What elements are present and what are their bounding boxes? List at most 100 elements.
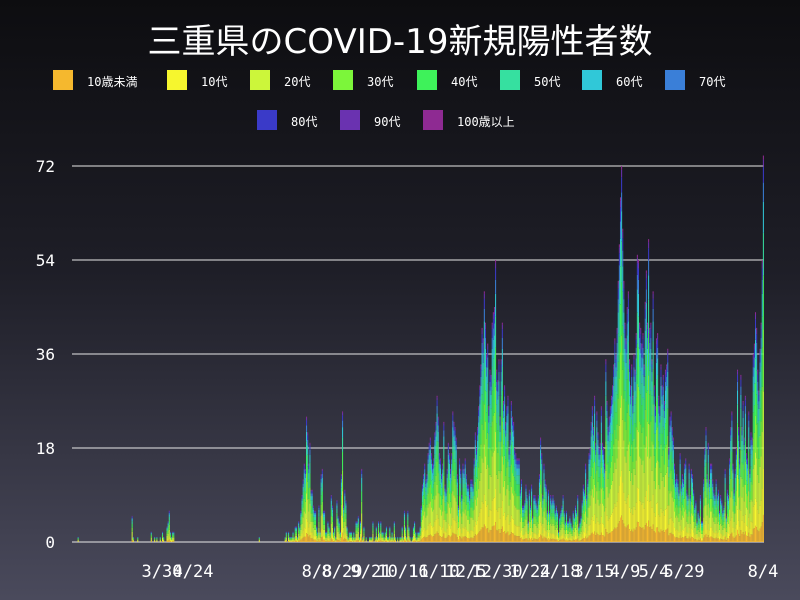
bar-segment — [338, 525, 340, 528]
bar-segment — [363, 531, 365, 534]
bar-segment — [342, 420, 344, 428]
bar-segment — [284, 538, 286, 540]
bar-segment — [718, 524, 721, 530]
bar-segment — [407, 510, 409, 512]
bar-segment — [495, 488, 497, 523]
bar-segment — [491, 322, 493, 325]
bar-segment — [371, 537, 373, 539]
bar-segment — [461, 523, 463, 534]
bar-segment — [551, 501, 553, 504]
bar-segment — [517, 475, 519, 485]
bar-segment — [698, 519, 700, 522]
bar-segment — [668, 466, 670, 478]
bar-segment — [393, 521, 395, 523]
y-tick-label: 0 — [45, 533, 55, 552]
bar-segment — [508, 450, 510, 455]
bar-segment — [379, 541, 381, 542]
bar-segment — [355, 527, 357, 531]
bar-segment — [731, 415, 733, 421]
bar-segment — [618, 485, 620, 522]
bar-segment — [542, 500, 544, 505]
bar-segment — [304, 471, 306, 475]
bar-segment — [601, 449, 603, 455]
bar-segment — [457, 509, 459, 513]
bar-segment — [542, 495, 544, 497]
bar-segment — [699, 500, 701, 505]
bar-segment — [676, 537, 678, 542]
bar-segment — [689, 495, 691, 497]
bar-segment — [713, 521, 715, 533]
bar-segment — [330, 533, 332, 539]
bar — [550, 495, 552, 542]
bar-segment — [648, 239, 650, 243]
bar-segment — [559, 516, 561, 517]
bar-segment — [523, 508, 525, 510]
bar-segment — [295, 539, 297, 541]
bar-segment — [700, 525, 703, 528]
bar-segment — [711, 473, 713, 480]
bar-segment — [320, 515, 322, 530]
bar-segment — [361, 477, 363, 484]
bar-segment — [455, 438, 457, 441]
bar-segment — [562, 495, 564, 497]
bar-segment — [500, 470, 502, 508]
bar-segment — [567, 525, 569, 528]
bar-segment — [659, 433, 661, 449]
bar-segment — [680, 510, 682, 520]
bar — [295, 526, 297, 542]
bar-segment — [618, 280, 620, 304]
bar-segment — [587, 530, 589, 538]
bar-segment — [480, 508, 482, 530]
bar-segment — [628, 470, 631, 508]
bar-segment — [661, 404, 663, 417]
bar-segment — [450, 474, 452, 478]
bar-segment — [439, 475, 441, 485]
bar-segment — [380, 522, 382, 524]
bar-segment — [700, 538, 703, 541]
bar-segment — [463, 536, 465, 542]
bar — [331, 505, 333, 542]
bar-segment — [490, 530, 492, 542]
bar-segment — [437, 431, 439, 442]
bar-segment — [603, 466, 605, 478]
bar-segment — [603, 450, 605, 455]
bar — [156, 536, 158, 542]
bar-segment — [437, 518, 439, 534]
bar-segment — [724, 491, 726, 502]
bar-segment — [304, 477, 306, 484]
bar-segment — [311, 513, 313, 522]
bar-segment — [706, 482, 708, 488]
bar-segment — [468, 484, 470, 486]
bar-segment — [580, 537, 582, 541]
bar-segment — [491, 456, 493, 501]
bar — [313, 510, 315, 542]
bar-segment — [308, 473, 310, 480]
bar-segment — [685, 460, 687, 465]
bar — [504, 385, 506, 542]
bar-segment — [558, 536, 560, 538]
bar-segment — [569, 516, 571, 517]
bar-segment — [735, 477, 737, 491]
bar-segment — [536, 505, 538, 507]
bar-segment — [568, 530, 570, 534]
bar-segment — [385, 535, 387, 540]
bar-segment — [650, 348, 652, 367]
bar-segment — [627, 524, 629, 542]
bar-segment — [303, 536, 305, 542]
bar-segment — [608, 425, 610, 432]
bar-segment — [384, 537, 386, 541]
bar — [362, 536, 364, 542]
bar-segment — [519, 490, 521, 492]
bar-series — [77, 155, 764, 542]
bar-segment — [407, 529, 409, 537]
bar — [615, 354, 617, 542]
bar — [505, 421, 507, 542]
bar-segment — [514, 459, 516, 467]
bar-segment — [627, 298, 629, 309]
bar — [687, 495, 689, 542]
bar-segment — [352, 541, 354, 542]
bar-segment — [321, 477, 323, 484]
bar-segment — [489, 390, 491, 405]
bar-segment — [669, 431, 671, 442]
bar-segment — [311, 496, 313, 501]
